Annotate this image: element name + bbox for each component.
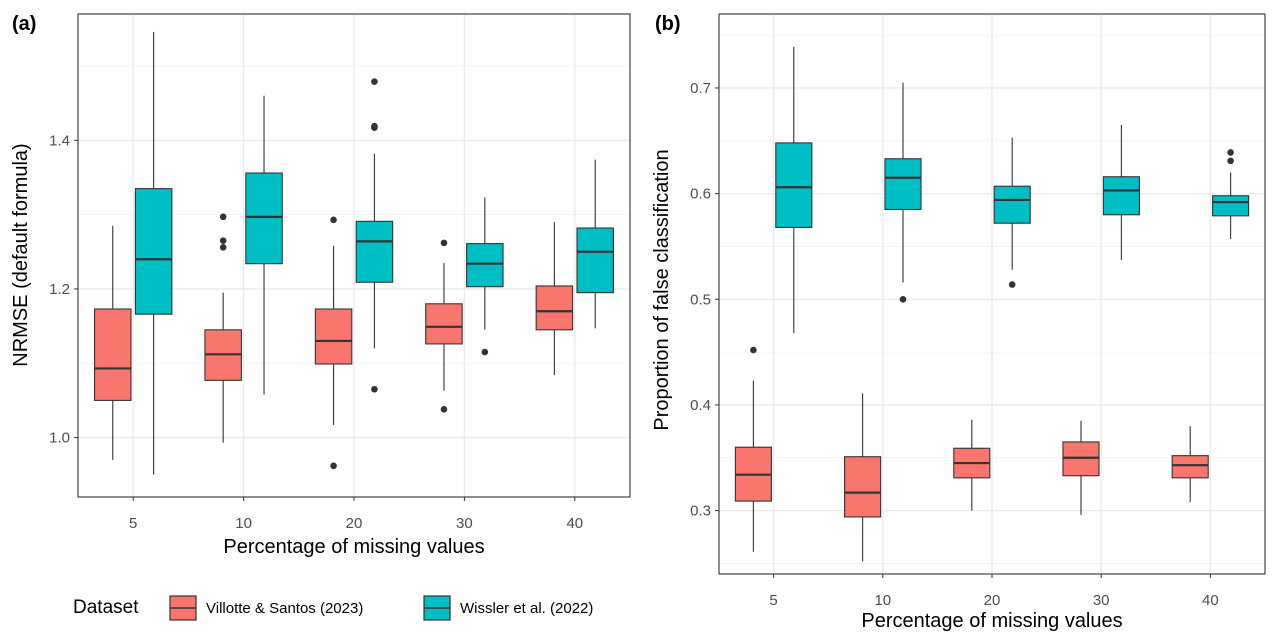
y-axis-title-b: Proportion of false classification (651, 149, 673, 430)
outlier-a-wissler-20-0 (371, 78, 378, 85)
box-a-villotte-40 (535, 285, 574, 331)
outlier-a-wissler-20-2 (371, 124, 378, 131)
box-b-wissler-20 (993, 185, 1031, 224)
outlier-a-villotte-10-2 (219, 244, 227, 251)
box-a-villotte-30 (425, 303, 463, 345)
panel-a: 1.0 1.2 1.4 5 10 20 30 40 (a) Percentage of missi… (10, 13, 631, 558)
panel-border-b (718, 13, 1266, 575)
x-tick-label-b-0: 5 (769, 592, 777, 609)
box-a-wissler-5 (134, 188, 173, 315)
panel-label-a: (a) (12, 13, 36, 35)
outlier-a-villotte-30-1 (440, 406, 448, 413)
outlier-a-villotte-10-1 (219, 237, 227, 244)
y-tick-label-a-1: 1.2 (49, 281, 70, 298)
legend-label-villotte: Villotte & Santos (2023) (206, 600, 363, 617)
x-tick-label-a-0: 5 (129, 515, 137, 532)
x-axis-title-a: Percentage of missing values (223, 536, 484, 558)
box-a-wissler-10 (245, 172, 283, 265)
x-tick-label-b-2: 20 (984, 592, 1001, 609)
outlier-a-villotte-20-0 (330, 216, 337, 224)
outlier-b-wissler-10-0 (899, 295, 907, 303)
legend-label-wissler: Wissler et al. (2022) (460, 600, 593, 617)
x-tick-label-b-4: 40 (1202, 592, 1219, 609)
panel-label-b: (b) (655, 13, 681, 35)
outlier-b-wissler-20-0 (1008, 281, 1016, 288)
y-tick-label-b-1: 0.4 (690, 397, 711, 414)
box-a-wissler-20 (355, 220, 394, 283)
legend: Dataset Villotte & Santos (2023) Wissler… (73, 595, 593, 621)
box-b-villotte-10 (844, 456, 882, 518)
x-tick-label-b-3: 30 (1093, 592, 1110, 609)
legend-title: Dataset (73, 597, 139, 618)
x-tick-label-a-1: 10 (235, 515, 252, 532)
box-a-wissler-40 (576, 227, 614, 294)
box-b-wissler-10 (884, 158, 922, 211)
box-a-villotte-5 (94, 308, 132, 401)
x-tick-label-b-1: 10 (874, 592, 891, 609)
box-b-wissler-5 (775, 142, 813, 228)
outlier-a-wissler-30-0 (481, 348, 489, 356)
y-tick-label-b-3: 0.6 (690, 186, 711, 203)
outlier-a-villotte-30-0 (440, 239, 448, 247)
y-tick-label-b-2: 0.5 (690, 291, 711, 308)
y-axis-title-a: NRMSE (default formula) (10, 143, 32, 366)
box-a-wissler-30 (466, 243, 504, 288)
box-a-villotte-20 (314, 308, 353, 365)
box-b-wissler-30 (1102, 176, 1140, 216)
panel-b: 0.3 0.4 0.5 0.6 0.7 5 10 20 30 40 (b) Percentage of… (651, 13, 1266, 632)
panel-border-a (77, 13, 631, 498)
x-tick-label-a-2: 20 (346, 515, 363, 532)
y-tick-label-a-2: 1.4 (49, 132, 70, 149)
outlier-a-villotte-10-0 (219, 213, 227, 221)
outlier-a-villotte-20-1 (330, 462, 337, 470)
outlier-b-villotte-5-0 (750, 346, 757, 354)
box-b-wissler-40 (1212, 195, 1250, 217)
outlier-b-wissler-40-0 (1227, 149, 1234, 156)
y-tick-label-b-0: 0.3 (690, 503, 711, 520)
box-b-villotte-40 (1171, 455, 1209, 479)
y-tick-label-a-0: 1.0 (49, 430, 70, 447)
y-tick-label-b-4: 0.7 (690, 80, 711, 97)
x-axis-title-b: Percentage of missing values (861, 610, 1122, 632)
outlier-b-wissler-40-1 (1227, 157, 1234, 165)
x-tick-label-a-3: 30 (456, 515, 473, 532)
x-tick-label-a-4: 40 (566, 515, 583, 532)
outlier-a-wissler-20-3 (371, 385, 378, 393)
